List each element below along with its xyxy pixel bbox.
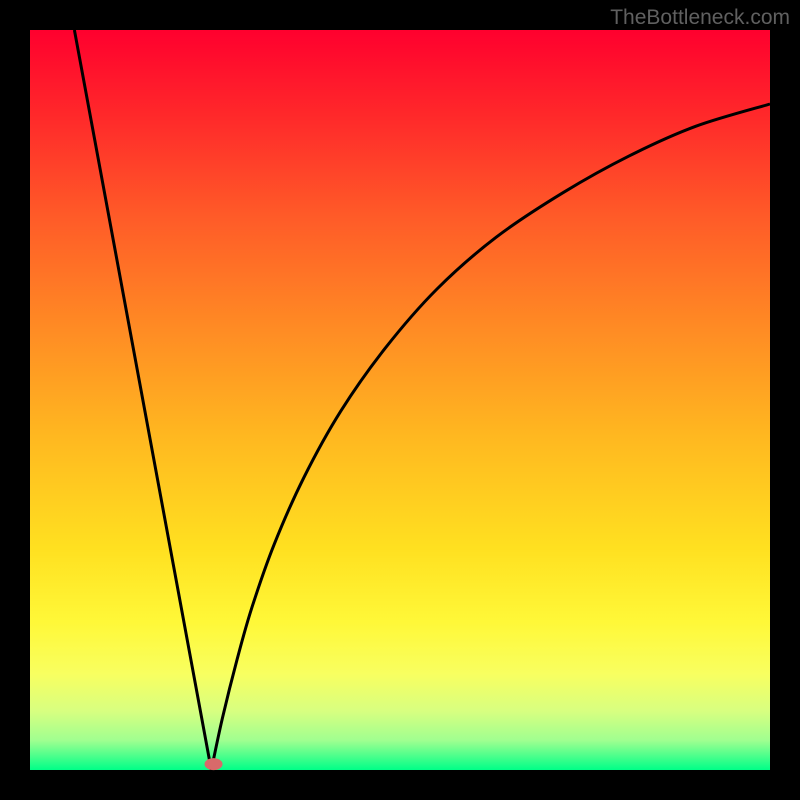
chart-container: TheBottleneck.com xyxy=(0,0,800,800)
watermark-text: TheBottleneck.com xyxy=(610,6,790,30)
bottleneck-chart xyxy=(0,0,800,800)
cusp-marker xyxy=(205,758,223,770)
